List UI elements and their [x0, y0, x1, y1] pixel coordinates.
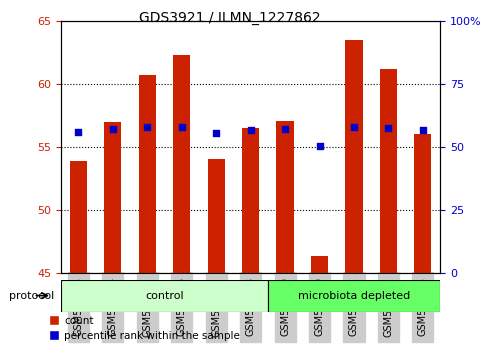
Point	[281, 126, 288, 132]
Bar	[70, 161, 87, 273]
Point	[143, 124, 151, 130]
Point	[384, 125, 391, 131]
Bar	[379, 69, 396, 273]
Bar	[345, 40, 362, 273]
Bar	[173, 55, 190, 273]
Bar	[242, 128, 259, 273]
Point	[315, 144, 323, 149]
Point	[349, 124, 357, 130]
Legend: count, percentile rank within the sample: count, percentile rank within the sample	[44, 312, 244, 345]
Text: microbiota depleted: microbiota depleted	[297, 291, 409, 301]
Bar	[207, 160, 224, 273]
Point	[418, 127, 426, 132]
Text: GDS3921 / ILMN_1227862: GDS3921 / ILMN_1227862	[139, 11, 320, 25]
Point	[212, 130, 220, 136]
Bar	[310, 256, 327, 273]
Text: protocol: protocol	[9, 291, 54, 301]
Bar	[267, 280, 439, 312]
Bar	[276, 120, 293, 273]
Text: control: control	[145, 291, 183, 301]
Bar	[104, 122, 121, 273]
Point	[178, 124, 185, 130]
Bar	[61, 280, 267, 312]
Point	[109, 126, 117, 132]
Bar	[413, 135, 430, 273]
Bar	[139, 75, 156, 273]
Point	[246, 127, 254, 133]
Point	[74, 129, 82, 135]
